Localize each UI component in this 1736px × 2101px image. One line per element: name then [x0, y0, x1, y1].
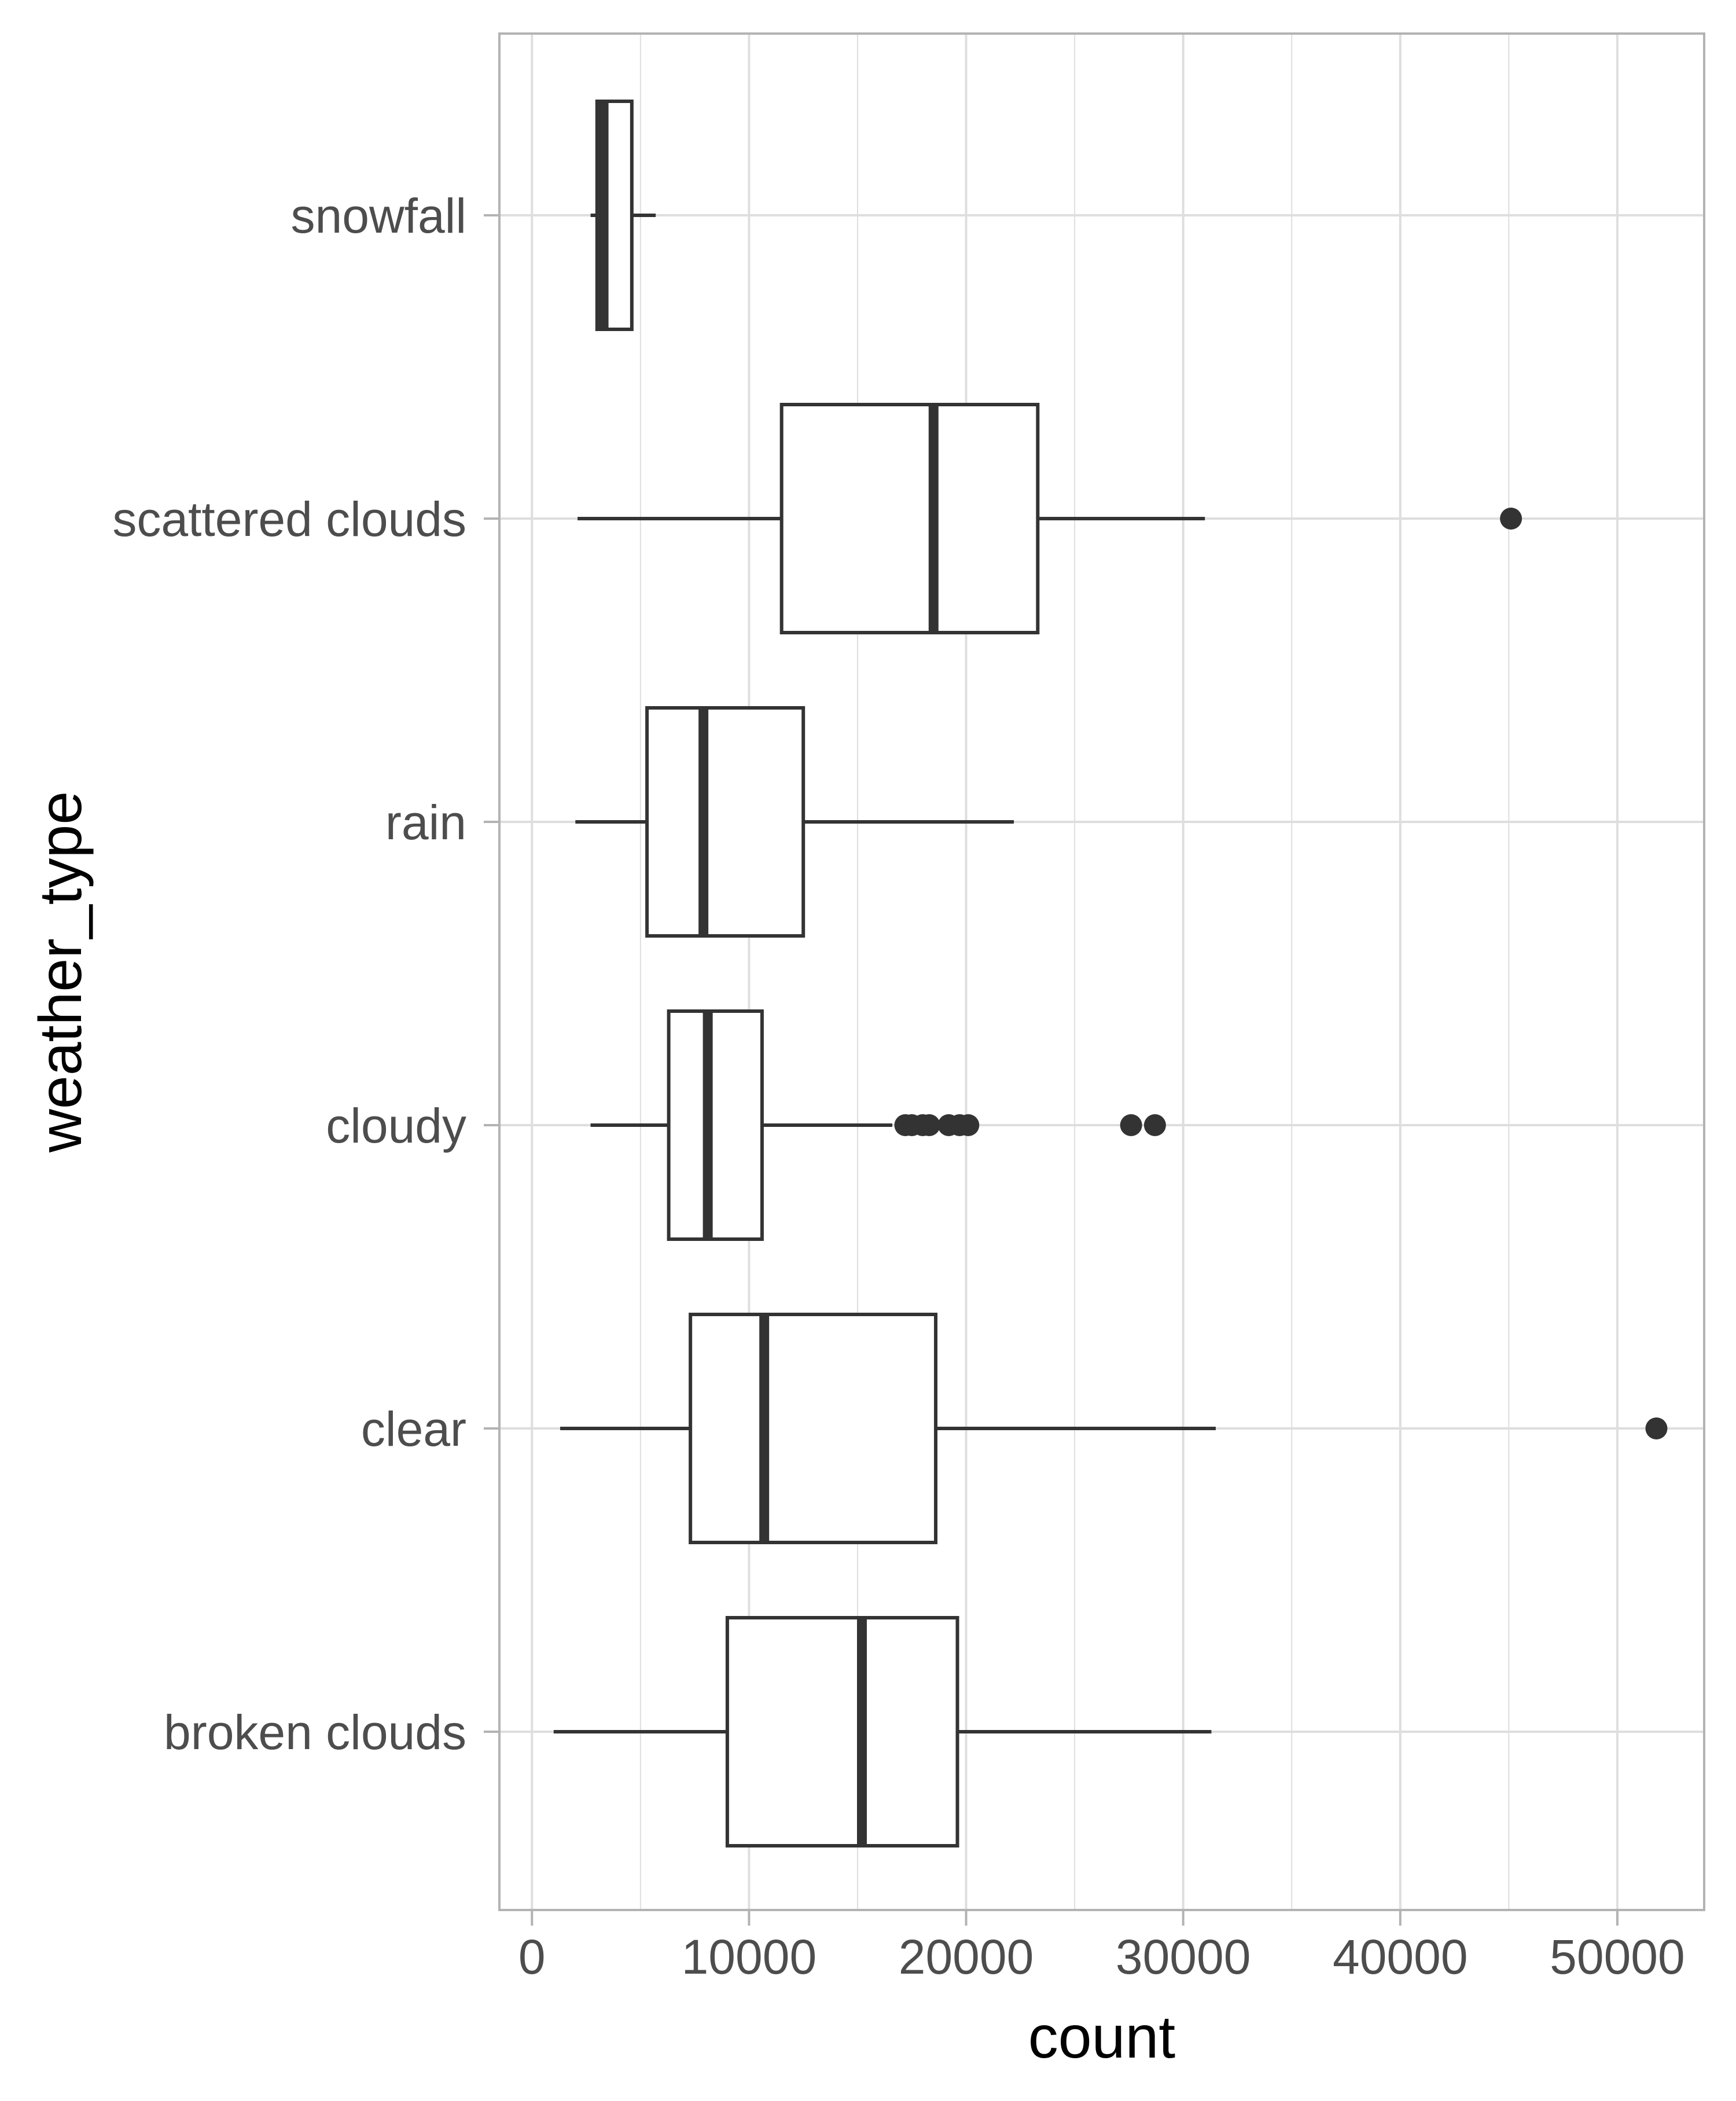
box-iqr — [689, 1313, 938, 1544]
box-clear — [560, 1313, 1668, 1544]
x-tick-label: 30000 — [1116, 1930, 1251, 1984]
outlier-point — [957, 1114, 980, 1136]
outlier-point — [1143, 1114, 1166, 1136]
box-iqr — [779, 403, 1040, 634]
y-tick-label: snowfall — [291, 189, 466, 243]
box-cloudy — [590, 1009, 1166, 1241]
box-iqr — [725, 1616, 959, 1847]
outlier-point — [1500, 508, 1522, 530]
outlier-point — [1120, 1114, 1142, 1136]
x-tick-label: 0 — [518, 1930, 546, 1984]
x-tick-label: 20000 — [899, 1930, 1034, 1984]
y-tick-label: clear — [361, 1402, 466, 1456]
panel-border — [498, 32, 1705, 1911]
y-tick-label: scattered clouds — [112, 492, 466, 546]
x-axis-title: count — [1028, 2004, 1176, 2071]
x-tick-label: 50000 — [1550, 1930, 1685, 1984]
outlier-point — [918, 1114, 940, 1136]
box-iqr — [667, 1009, 764, 1241]
x-tick-label: 10000 — [682, 1930, 817, 1984]
box-broken-clouds — [553, 1616, 1212, 1847]
x-tick-label: 40000 — [1333, 1930, 1468, 1984]
axis-layer: snowfall scattered clouds rain cloudy clear b… — [112, 32, 1705, 1984]
plot-panel — [499, 34, 1704, 1910]
y-tick-label: cloudy — [326, 1099, 466, 1153]
box-snowfall — [590, 100, 656, 331]
box-iqr — [645, 706, 806, 938]
y-tick-label: broken clouds — [164, 1705, 466, 1760]
grid-layer — [499, 34, 1704, 1910]
y-axis-title: weather_type — [27, 791, 94, 1153]
title-layer: count weather_type — [27, 791, 1175, 2071]
box-layer — [553, 100, 1668, 1847]
box-scattered-clouds — [578, 403, 1522, 634]
outlier-point — [1645, 1417, 1668, 1439]
box-rain — [575, 706, 1014, 938]
y-tick-label: rain — [385, 795, 466, 850]
